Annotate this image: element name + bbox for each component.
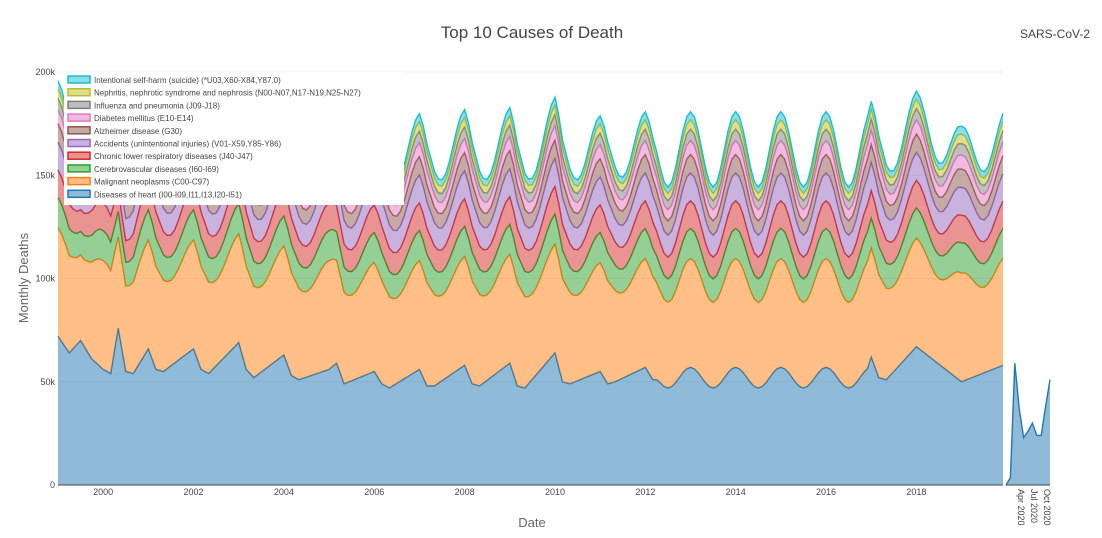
x-tick-label: 2012 bbox=[635, 487, 655, 497]
series-area-0 bbox=[58, 328, 1003, 485]
legend-swatch bbox=[67, 138, 91, 148]
series-area-2 bbox=[58, 197, 1003, 303]
legend-item[interactable]: Nephritis, nephrotic syndrome and nephro… bbox=[94, 89, 361, 98]
legend-swatch bbox=[67, 87, 91, 97]
x-tick-label: 2004 bbox=[274, 487, 294, 497]
y-tick-label: 100k bbox=[35, 274, 55, 284]
legend-item[interactable]: Malignant neoplasms (C00-C97) bbox=[94, 178, 210, 187]
x-tick-label: 2006 bbox=[364, 487, 384, 497]
sars-cov-2-plot: Apr 2020 Jul 2020 Oct 2020 bbox=[1005, 363, 1052, 526]
series-area-4 bbox=[58, 142, 1003, 258]
series-area-1 bbox=[58, 227, 1003, 388]
x-tick-label: 2016 bbox=[816, 487, 836, 497]
legend-item[interactable]: Cerebrovascular diseases (I60-I69) bbox=[94, 165, 219, 174]
legend-swatch bbox=[67, 189, 91, 199]
legend-swatch bbox=[67, 164, 91, 173]
main-plot: 0 50k 100k 150k 200k 2000 2002 2004 2006 2008 2010… bbox=[35, 67, 1004, 497]
legend-swatch bbox=[67, 100, 91, 110]
x-tick-label: 2000 bbox=[93, 487, 113, 497]
sars-cov-2-line bbox=[1005, 363, 1051, 486]
chart-title: Top 10 Causes of Death bbox=[441, 23, 623, 42]
legend-swatch bbox=[67, 176, 91, 186]
legend-item[interactable]: Alzheimer disease (G30) bbox=[94, 127, 182, 136]
legend-background bbox=[64, 72, 404, 205]
x-tick-label: 2010 bbox=[545, 487, 565, 497]
side-x-tick-label: Oct 2020 bbox=[1042, 489, 1052, 526]
series-area-7 bbox=[58, 98, 1003, 210]
series-area-6 bbox=[58, 109, 1003, 221]
subplot-title: SARS-CoV-2 bbox=[1020, 27, 1090, 41]
legend: Intentional self-harm (suicide) (*U03,X6… bbox=[64, 72, 404, 205]
y-tick-label: 150k bbox=[35, 170, 55, 180]
legend-item[interactable]: Influenza and pneumonia (J09-J18) bbox=[94, 101, 220, 110]
legend-item[interactable]: Diabetes mellitus (E10-E14) bbox=[94, 114, 194, 123]
series-area-5 bbox=[58, 123, 1003, 236]
sars-cov-2-area bbox=[1006, 363, 1050, 485]
legend-swatch bbox=[67, 75, 91, 84]
side-x-tick-label: Jul 2020 bbox=[1029, 489, 1039, 523]
side-x-tick-label: Apr 2020 bbox=[1016, 489, 1026, 526]
x-tick-label: 2008 bbox=[455, 487, 475, 497]
legend-item[interactable]: Intentional self-harm (suicide) (*U03,X6… bbox=[94, 76, 281, 85]
y-tick-label: 200k bbox=[35, 67, 55, 77]
legend-swatch bbox=[67, 113, 91, 122]
legend-item[interactable]: Accidents (unintentional injuries) (V01-… bbox=[94, 140, 282, 149]
legend-swatch bbox=[67, 151, 91, 160]
series-area-3 bbox=[58, 169, 1003, 279]
y-tick-label: 50k bbox=[40, 377, 55, 387]
x-axis-title: Date bbox=[518, 515, 545, 530]
x-tick-label: 2018 bbox=[906, 487, 926, 497]
legend-swatch bbox=[67, 126, 91, 135]
legend-item[interactable]: Diseases of heart (I00-I09,I11,I13,I20-I… bbox=[94, 190, 242, 199]
legend-item[interactable]: Chronic lower respiratory diseases (J40-… bbox=[94, 152, 253, 161]
x-tick-label: 2014 bbox=[726, 487, 746, 497]
y-tick-label: 0 bbox=[50, 480, 55, 490]
x-tick-label: 2002 bbox=[184, 487, 204, 497]
y-axis-title: Monthly Deaths bbox=[16, 232, 31, 323]
